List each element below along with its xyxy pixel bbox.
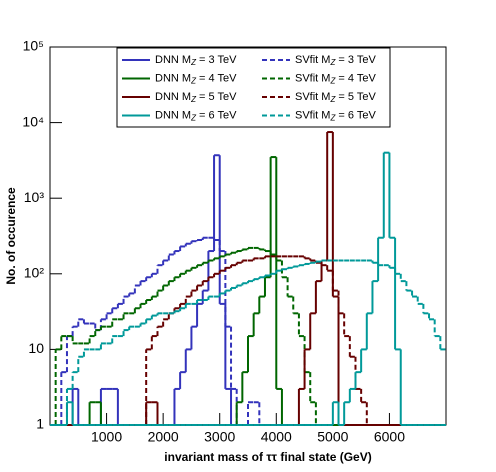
y-tick-label: 10⁴: [22, 113, 44, 129]
legend-label: SVfit MZ = 5 TeV: [295, 91, 376, 104]
legend-label: SVfit MZ = 3 TeV: [295, 54, 376, 67]
y-tick-label: 1: [36, 416, 44, 432]
legend-box: [116, 47, 391, 128]
legend-label: SVfit MZ = 6 TeV: [295, 109, 376, 122]
legend-label: DNN MZ = 6 TeV: [155, 109, 237, 122]
x-tick-label: 1000: [91, 429, 122, 445]
x-tick-label: 6000: [374, 429, 405, 445]
y-tick-label: 10³: [24, 189, 45, 205]
y-axis-label: No. of occurence: [4, 187, 18, 285]
x-tick-label: 3000: [204, 429, 235, 445]
y-tick-label: 10: [28, 340, 44, 356]
x-tick-label: 2000: [148, 429, 179, 445]
x-axis-label: invariant mass of ττ final state (GeV): [164, 450, 371, 464]
x-tick-label: 4000: [261, 429, 292, 445]
y-tick-label: 10⁵: [23, 38, 44, 54]
legend-label: SVfit MZ = 4 TeV: [295, 72, 376, 85]
x-tick-label: 5000: [317, 429, 348, 445]
legend-label: DNN MZ = 4 TeV: [155, 72, 237, 85]
legend-label: DNN MZ = 3 TeV: [155, 54, 237, 67]
legend-label: DNN MZ = 5 TeV: [155, 91, 237, 104]
y-tick-label: 10²: [24, 265, 45, 281]
